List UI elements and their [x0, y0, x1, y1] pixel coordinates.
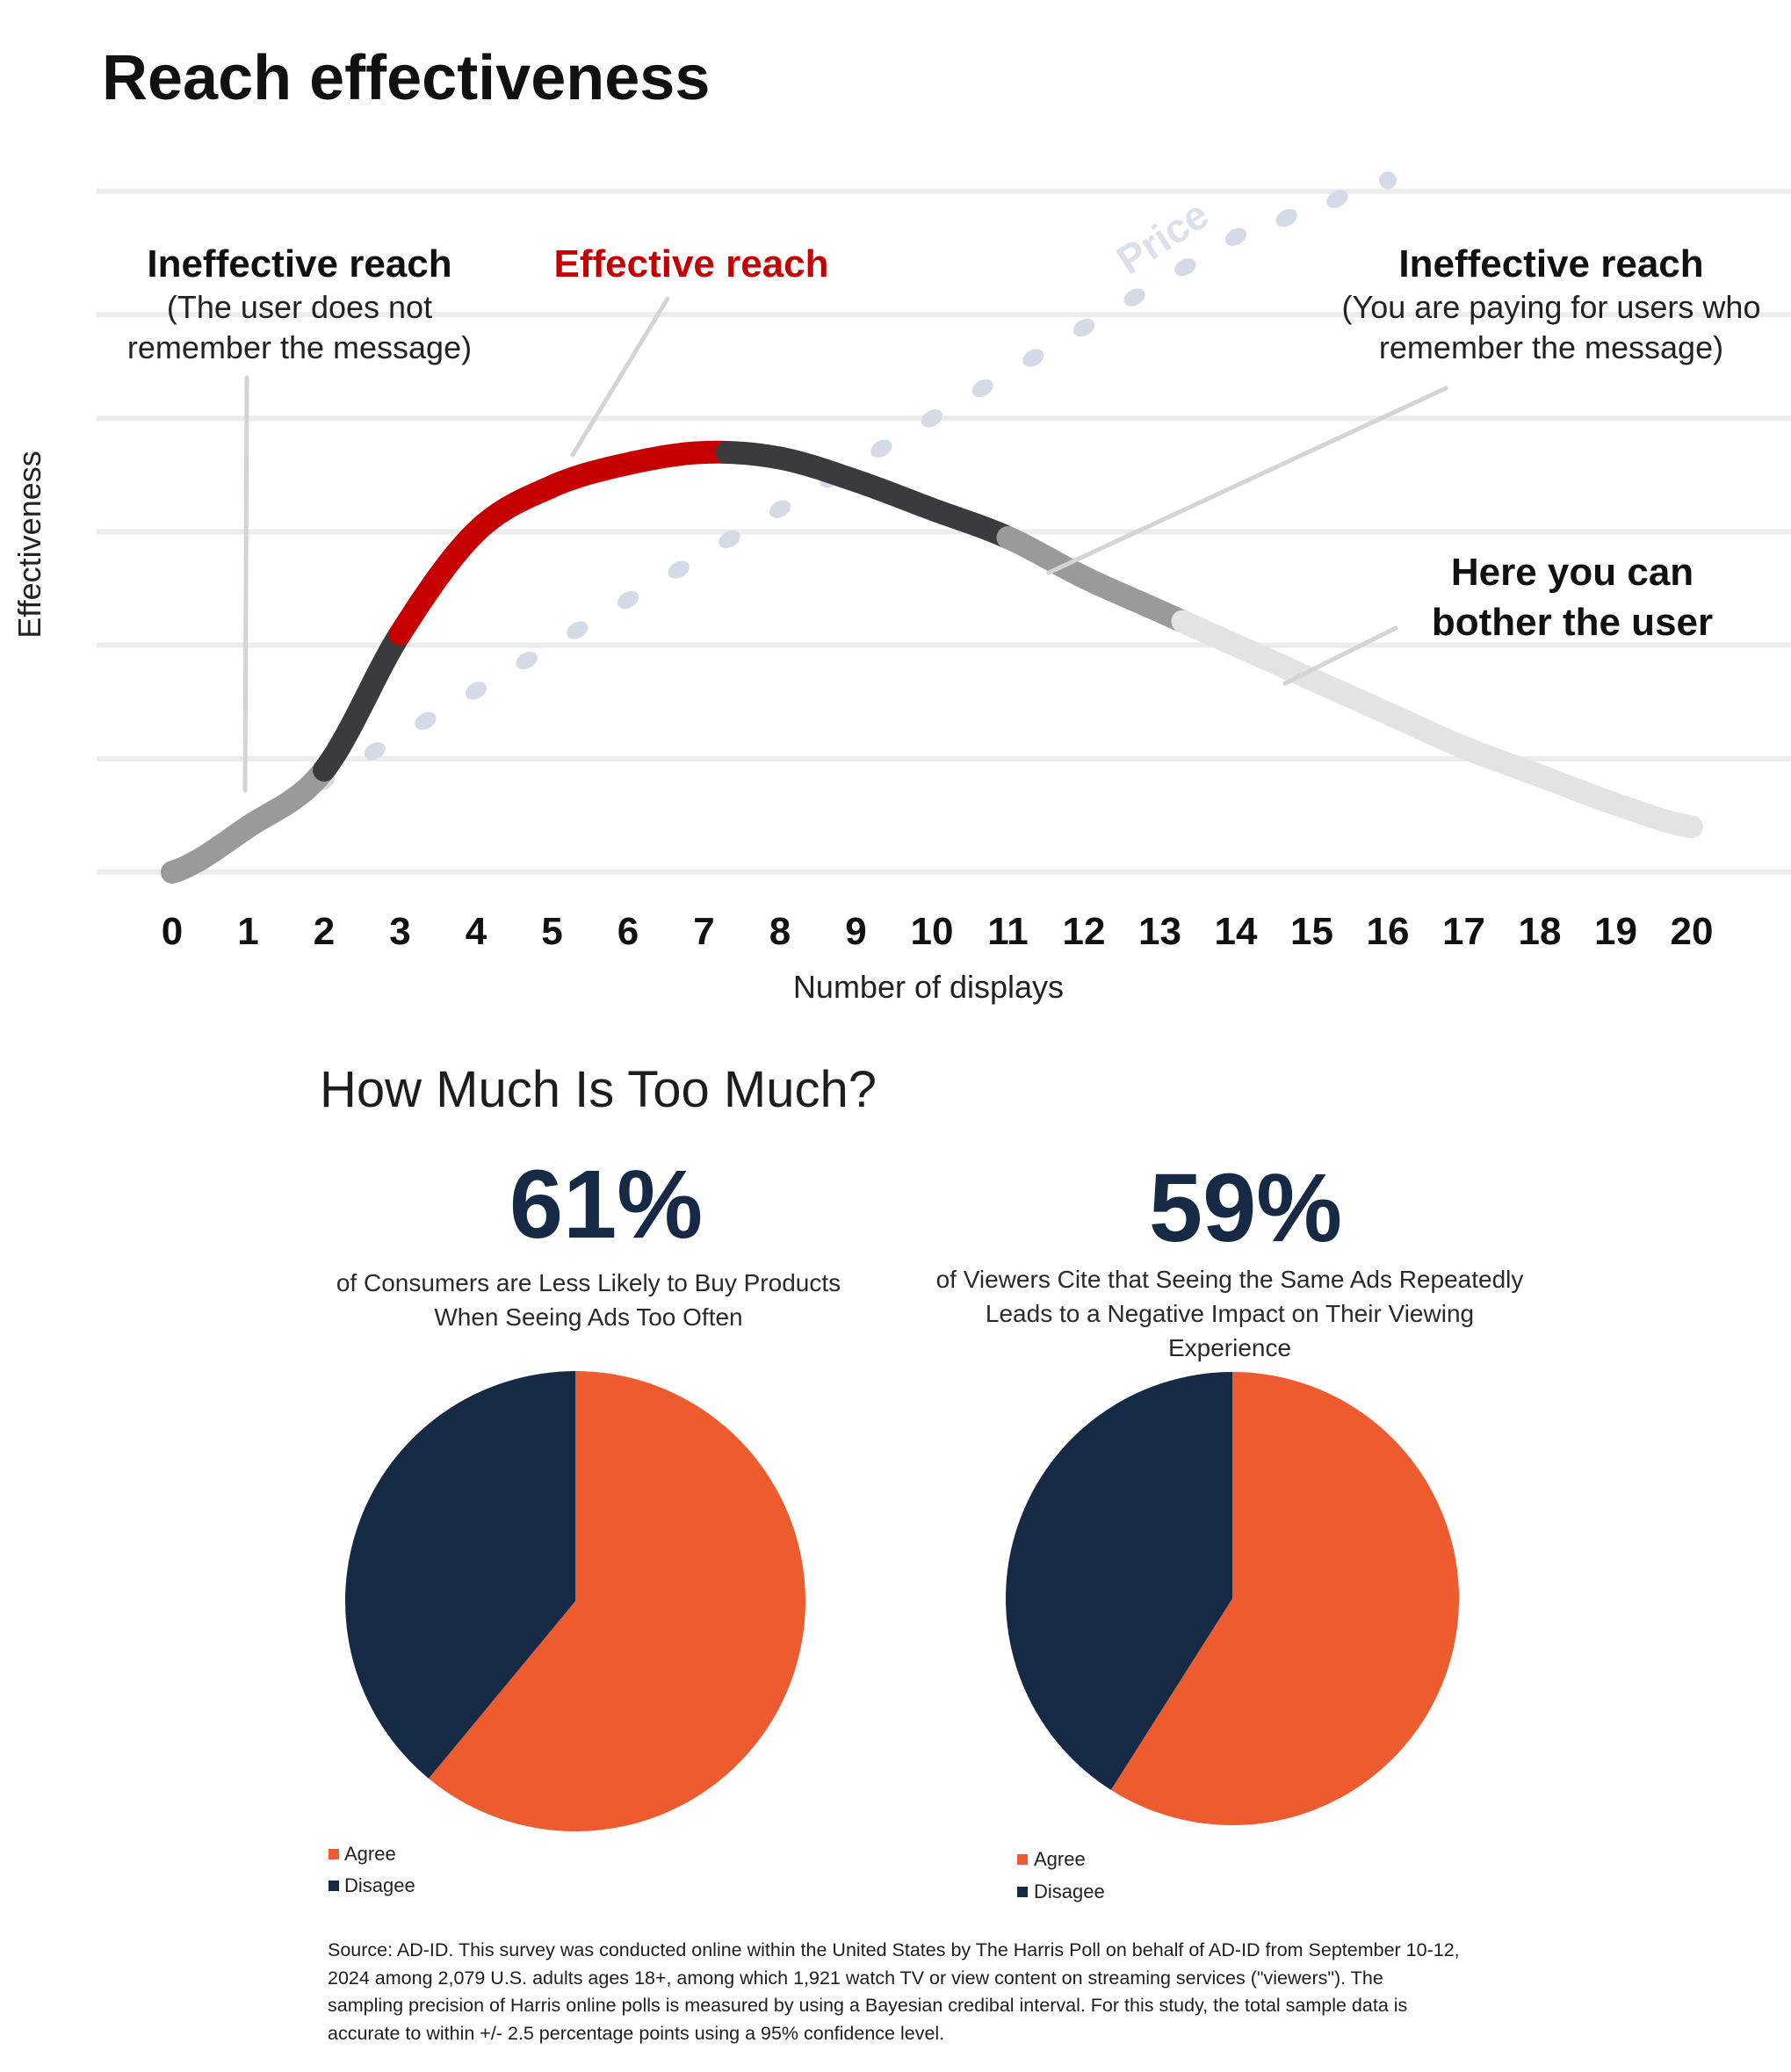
annotation-title: Effective reach [553, 242, 828, 285]
pie-slice-disagee [345, 1371, 575, 1779]
annotation-line: remember the message) [1379, 329, 1723, 365]
section2-title: How Much Is Too Much? [320, 1061, 877, 1118]
pie2-caption-line: of Viewers Cite that Seeing the Same Ads… [936, 1266, 1524, 1293]
x-tick-label: 20 [1671, 910, 1714, 953]
x-axis-ticks: 0 1 2 3 4 5 6 7 8 9 10 11 12 13 14 15 16 17 18 19 20 [162, 910, 1714, 953]
price-dot [1224, 227, 1247, 246]
leader-effective [570, 296, 670, 458]
gridlines [97, 189, 1791, 875]
x-tick-label: 13 [1138, 910, 1181, 953]
curve-segment [996, 526, 1195, 633]
pie1-caption-line: of Consumers are Less Likely to Buy Prod… [336, 1269, 841, 1296]
price-dot [567, 621, 589, 639]
legend-swatch-agree [329, 1849, 339, 1859]
price-series-label: Price [1109, 191, 1217, 283]
price-dot [719, 530, 740, 549]
pie-slice-agree [428, 1371, 806, 1831]
x-tick-label: 9 [845, 910, 866, 953]
x-tick-label: 3 [389, 910, 410, 953]
pie2-legend: Agree Disagee [1017, 1848, 1105, 1902]
x-tick-label: 11 [987, 910, 1029, 953]
x-tick-label: 14 [1215, 910, 1258, 953]
annotation-leaders [242, 296, 1448, 793]
annotation-line: (The user does not [167, 289, 432, 325]
line-chart-title: Reach effectiveness [102, 43, 710, 113]
price-dot [668, 560, 690, 579]
x-axis-label: Number of displays [793, 969, 1064, 1005]
annotation-effective: Effective reach [553, 242, 828, 285]
annotation-line: (You are paying for users who [1342, 289, 1761, 325]
x-tick-label: 16 [1367, 910, 1410, 953]
pie1-headline: 61% [509, 1151, 703, 1259]
price-dot [465, 682, 487, 700]
pie2 [1006, 1371, 1460, 1825]
pie2-caption-line: Experience [1168, 1334, 1291, 1361]
effectiveness-curve [161, 440, 1703, 884]
price-dot [415, 711, 437, 730]
legend-label-agree: Agree [1034, 1848, 1086, 1870]
price-dot [1326, 190, 1348, 208]
price-dot [921, 409, 943, 428]
x-tick-label: 6 [617, 910, 639, 953]
x-tick-label: 18 [1519, 910, 1562, 953]
price-dot [1379, 171, 1397, 190]
annotation-title: Ineffective reach [1398, 242, 1703, 285]
annotation-ineffective-left: Ineffective reach (The user does not rem… [127, 242, 472, 365]
pie2-caption-line: Leads to a Negative Impact on Their View… [986, 1300, 1474, 1327]
x-tick-label: 12 [1063, 910, 1106, 953]
pie-slice-agree [1110, 1372, 1460, 1825]
curve-segment [313, 622, 412, 782]
x-tick-label: 8 [769, 910, 791, 953]
price-dot [364, 742, 386, 761]
price-dot [870, 439, 892, 458]
annotation-line: remember the message) [127, 329, 472, 365]
x-tick-label: 17 [1442, 910, 1485, 953]
annotation-line: bother the user [1432, 601, 1713, 644]
leader-ineffective-left [242, 375, 249, 793]
x-tick-label: 0 [162, 910, 183, 953]
annotation-line: Here you can [1451, 551, 1694, 594]
x-tick-label: 15 [1290, 910, 1333, 953]
leader-ineffective-right [1046, 386, 1448, 575]
curve-segment [1171, 610, 1703, 839]
curve-segment [161, 758, 336, 884]
legend-swatch-disagree [1017, 1887, 1028, 1897]
legend-swatch-agree [1017, 1854, 1028, 1865]
leader-bother-user [1282, 625, 1398, 686]
pie1 [345, 1371, 806, 1831]
x-tick-label: 5 [541, 910, 562, 953]
x-tick-label: 7 [693, 910, 714, 953]
x-tick-label: 19 [1594, 910, 1637, 953]
x-tick-label: 10 [911, 910, 954, 953]
annotation-ineffective-right: Ineffective reach (You are paying for us… [1342, 242, 1761, 365]
curve-segment [388, 440, 739, 646]
price-dot [1123, 288, 1145, 307]
legend-swatch-disagree [329, 1881, 339, 1891]
pie2-headline: 59% [1149, 1154, 1342, 1262]
legend-label-disagree: Disagee [1034, 1881, 1105, 1902]
pie1-caption-line: When Seeing Ads Too Often [434, 1303, 742, 1331]
x-tick-label: 4 [466, 910, 487, 953]
y-axis-label: Effectiveness [11, 451, 47, 638]
price-dot [1275, 208, 1297, 227]
annotation-bother-user: Here you can bother the user [1432, 551, 1713, 644]
price-dot [1072, 318, 1095, 337]
price-dot [617, 590, 639, 610]
pie-slice-disagee [1006, 1371, 1232, 1790]
source-note: Source: AD-ID. This survey was conducted… [328, 1939, 1460, 2044]
price-dot [769, 500, 791, 518]
price-dot [1022, 349, 1044, 367]
price-dot [1174, 257, 1196, 277]
price-dot [971, 379, 993, 398]
pie1-legend: Agree Disagee [329, 1843, 415, 1896]
legend-label-disagree: Disagee [344, 1874, 415, 1896]
x-tick-label: 1 [237, 910, 258, 953]
curve-segment [715, 441, 1020, 549]
legend-label-agree: Agree [344, 1843, 396, 1865]
price-dot [516, 651, 538, 670]
x-tick-label: 2 [314, 910, 335, 953]
annotation-title: Ineffective reach [147, 242, 451, 285]
